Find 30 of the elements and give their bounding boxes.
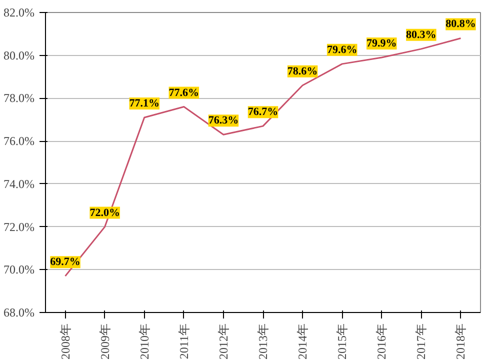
x-tick-label: 2018年 xyxy=(454,324,468,360)
x-tick-label: 2014年 xyxy=(296,324,310,360)
y-tick-label: 80.0% xyxy=(4,48,35,62)
y-tick-label: 78.0% xyxy=(4,91,35,106)
data-label: 79.6% xyxy=(326,44,358,56)
x-tick-label: 2013年 xyxy=(256,324,270,360)
x-tick-label: 2009年 xyxy=(98,324,112,360)
data-label: 77.1% xyxy=(129,98,160,110)
data-label: 76.7% xyxy=(248,106,278,118)
x-tick-label: 2016年 xyxy=(374,324,389,360)
data-label: 79.9% xyxy=(366,38,397,50)
x-tick-label: 2011年 xyxy=(176,323,191,360)
y-tick-label: 82.0% xyxy=(4,6,35,20)
x-tick-label: 2008年 xyxy=(58,324,72,360)
x-tick-label: 2012年 xyxy=(216,324,230,360)
data-label: 80.3% xyxy=(406,28,436,41)
data-label: 78.6% xyxy=(287,65,318,78)
y-tick-label: 74.0% xyxy=(4,176,35,191)
y-tick-label: 76.0% xyxy=(4,134,35,148)
x-tick-label: 2017年 xyxy=(414,324,428,360)
y-tick-label: 70.0% xyxy=(4,262,35,277)
data-label: 80.8% xyxy=(446,18,476,30)
y-tick-label: 68.0% xyxy=(4,306,35,320)
x-tick-label: 2010年 xyxy=(137,324,152,360)
y-tick-label: 72.0% xyxy=(4,220,35,234)
data-label: 72.0% xyxy=(90,206,120,219)
data-label: 77.6% xyxy=(168,86,200,99)
x-tick-label: 2015年 xyxy=(335,324,350,360)
data-label: 69.7% xyxy=(50,256,80,268)
data-label: 76.3% xyxy=(208,114,239,127)
